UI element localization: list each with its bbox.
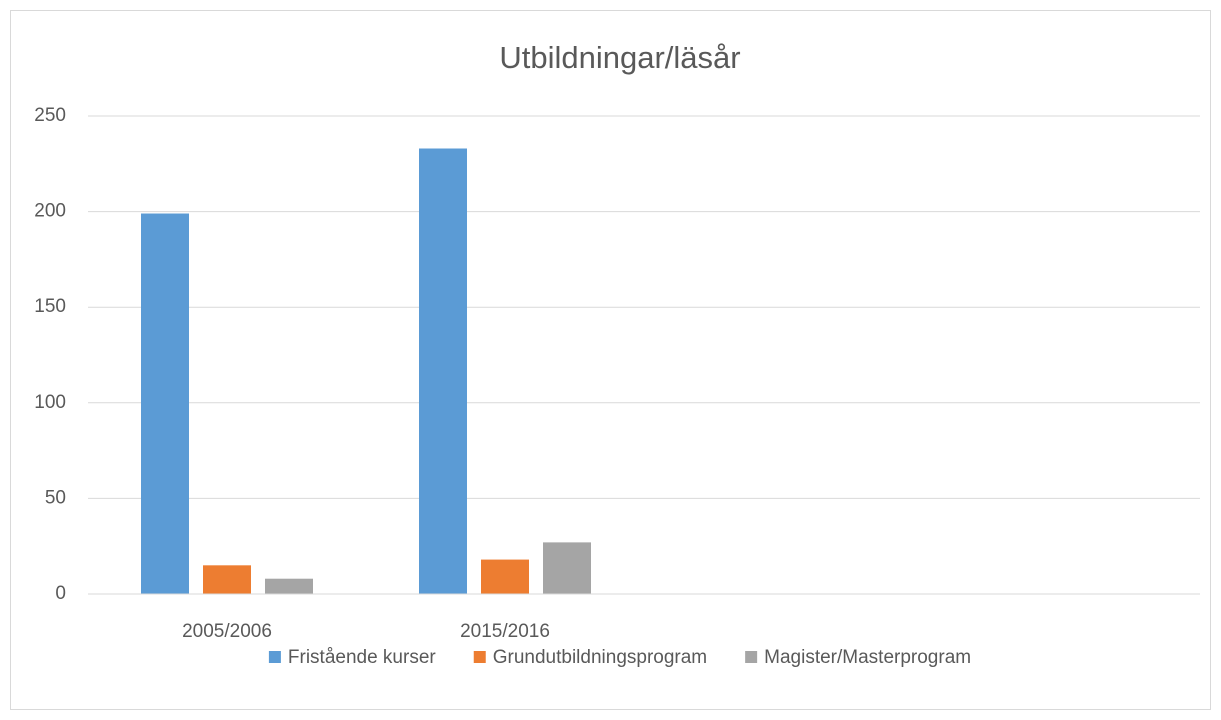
- chart-title: Utbildningar/läsår: [499, 40, 740, 75]
- legend-swatch: [268, 651, 281, 663]
- legend-label: Grundutbildningsprogram: [493, 647, 707, 668]
- x-tick-label: 2005/2006: [182, 621, 272, 642]
- bar: [203, 565, 251, 594]
- bar: [543, 542, 591, 594]
- bar: [141, 213, 189, 594]
- bar: [265, 578, 313, 594]
- legend-label: Fristående kurser: [288, 647, 437, 668]
- x-tick-label: 2015/2016: [460, 621, 550, 642]
- y-tick-label: 0: [55, 583, 66, 604]
- chart-frame: [10, 10, 1211, 710]
- legend-label: Magister/Masterprogram: [764, 647, 971, 668]
- bar: [419, 148, 467, 594]
- y-tick-label: 100: [34, 392, 66, 413]
- bar: [481, 559, 529, 594]
- legend-swatch: [473, 651, 486, 663]
- y-tick-label: 150: [34, 296, 66, 317]
- y-tick-label: 50: [45, 487, 66, 508]
- legend-swatch: [745, 651, 758, 663]
- y-tick-label: 200: [34, 201, 66, 222]
- y-tick-label: 250: [34, 105, 66, 126]
